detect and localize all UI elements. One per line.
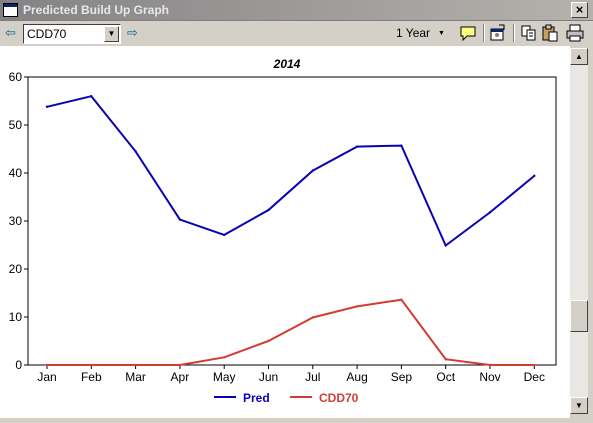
close-button[interactable]: × xyxy=(571,2,588,18)
arrow-left-icon[interactable]: ⇦ xyxy=(5,25,16,40)
chart-panel: 2014 0 10 20 30 40 50 60 Jan Feb Mar Apr May Jun Jul A… xyxy=(0,46,570,418)
y-tick-label: 40 xyxy=(9,166,23,180)
paste-icon[interactable] xyxy=(541,24,559,42)
data-point-pred xyxy=(444,244,447,247)
copy-icon[interactable] xyxy=(520,24,538,42)
y-tick-label: 50 xyxy=(9,118,23,132)
x-tick-label: Jan xyxy=(37,370,56,384)
y-tick-label: 0 xyxy=(15,358,22,372)
x-tick-label: Jul xyxy=(305,370,320,384)
x-tick-label: Nov xyxy=(479,370,500,384)
x-tick-label: Feb xyxy=(81,370,102,384)
scroll-up-icon[interactable]: ▲ xyxy=(570,48,588,65)
legend: Pred CDD70 xyxy=(214,391,359,405)
data-point-pred xyxy=(311,169,314,172)
data-point-pred xyxy=(90,95,93,98)
data-point-pred xyxy=(355,145,359,148)
axes: 0 10 20 30 40 50 60 Jan Feb Mar Apr May Jun Jul Aug Sep… xyxy=(9,70,545,384)
legend-label: Pred xyxy=(243,391,270,405)
toolbar: ⇦ CDD70 ▼ ⇨ 1 Year ▼ xyxy=(0,21,593,46)
x-tick-label: Oct xyxy=(436,370,455,384)
data-point-pred xyxy=(223,233,226,237)
data-point-cdd70 xyxy=(134,363,137,367)
period-chevron-down-icon[interactable]: ▼ xyxy=(438,30,445,37)
data-point-pred xyxy=(400,144,403,147)
data-point-cdd70 xyxy=(45,363,49,367)
x-tick-label: Dec xyxy=(524,370,545,384)
x-tick-label: Mar xyxy=(125,370,146,384)
y-tick-label: 10 xyxy=(9,310,23,324)
series-line-cdd70 xyxy=(47,298,535,366)
data-point-cdd70 xyxy=(223,356,226,359)
data-point-pred xyxy=(488,211,492,214)
data-point-cdd70 xyxy=(311,316,314,319)
comment-icon[interactable] xyxy=(459,24,477,42)
x-tick-label: Aug xyxy=(346,370,367,384)
data-point-cdd70 xyxy=(90,363,93,367)
plot-frame xyxy=(27,76,557,366)
y-tick-label: 20 xyxy=(9,262,23,276)
series-line-pred xyxy=(46,95,535,248)
data-point-cdd70 xyxy=(533,363,536,367)
data-point-cdd70 xyxy=(355,305,359,308)
data-point-pred xyxy=(178,218,182,221)
print-icon[interactable] xyxy=(566,24,584,42)
period-dropdown[interactable]: 1 Year xyxy=(396,26,431,40)
chart-title: 2014 xyxy=(273,57,301,71)
window-app-icon xyxy=(3,3,18,17)
toolbar-divider xyxy=(483,24,485,42)
data-point-cdd70 xyxy=(267,339,270,343)
data-point-pred xyxy=(533,174,536,178)
legend-label: CDD70 xyxy=(319,391,359,405)
x-tick-label: Sep xyxy=(391,370,413,384)
data-point-pred xyxy=(267,208,270,212)
series-layer xyxy=(45,95,536,367)
title-bar: Predicted Build Up Graph × xyxy=(0,0,593,21)
x-tick-label: Jun xyxy=(259,370,278,384)
chevron-down-icon[interactable]: ▼ xyxy=(104,26,119,42)
line-chart: 2014 0 10 20 30 40 50 60 Jan Feb Mar Apr May Jun Jul A… xyxy=(9,57,557,405)
scroll-down-icon[interactable]: ▼ xyxy=(570,397,588,414)
vertical-scrollbar[interactable]: ▲ ▼ xyxy=(570,48,588,414)
data-point-cdd70 xyxy=(178,363,182,367)
x-tick-label: Apr xyxy=(171,370,190,384)
x-tick-label: May xyxy=(213,370,236,384)
y-tick-label: 30 xyxy=(9,214,23,228)
data-point-cdd70 xyxy=(400,298,403,301)
y-tick-label: 60 xyxy=(9,70,23,84)
toolbar-divider xyxy=(513,24,515,42)
series-selector-value: CDD70 xyxy=(27,27,67,41)
data-point-cdd70 xyxy=(488,363,492,367)
window-title: Predicted Build Up Graph xyxy=(23,3,170,17)
series-selector[interactable]: CDD70 ▼ xyxy=(23,24,121,44)
data-point-pred xyxy=(45,105,49,108)
scroll-thumb[interactable] xyxy=(570,300,588,332)
arrow-right-icon[interactable]: ⇨ xyxy=(127,25,138,40)
data-point-pred xyxy=(134,150,137,153)
properties-icon[interactable] xyxy=(489,24,507,42)
data-point-cdd70 xyxy=(444,358,447,361)
